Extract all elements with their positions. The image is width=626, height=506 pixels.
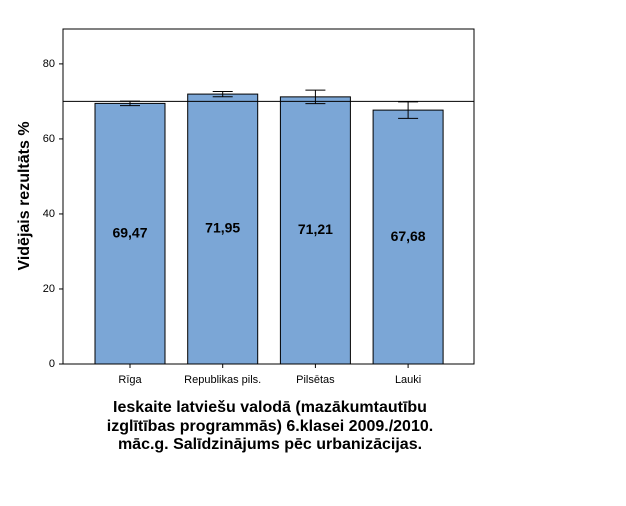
bar bbox=[372, 109, 444, 365]
y-tick-label: 60 bbox=[43, 133, 55, 145]
y-tick-label: 40 bbox=[43, 208, 55, 220]
value-label: 67,68 bbox=[391, 228, 426, 244]
plot-area bbox=[62, 28, 475, 365]
x-tick-label: Pilsētas bbox=[296, 374, 335, 386]
value-label: 71,21 bbox=[298, 221, 333, 237]
bar bbox=[187, 93, 259, 365]
value-label: 69,47 bbox=[112, 224, 147, 240]
x-tick-label: Lauki bbox=[395, 374, 421, 386]
chart-title: māc.g. Salīdzinājums pēc urbanizācijas. bbox=[118, 436, 422, 453]
bar bbox=[279, 96, 351, 365]
y-axis-label: Vidējais rezultāts % bbox=[16, 121, 33, 270]
x-tick-label: Republikas pils. bbox=[184, 374, 261, 386]
y-tick-label: 0 bbox=[49, 358, 55, 370]
chart-title: Ieskaite latviešu valodā (mazākumtautību bbox=[113, 399, 427, 416]
x-tick-label: Rīga bbox=[118, 374, 142, 386]
y-tick-label: 80 bbox=[43, 58, 55, 70]
bar bbox=[94, 102, 166, 365]
y-tick-label: 20 bbox=[43, 283, 55, 295]
value-label: 71,95 bbox=[205, 220, 240, 236]
chart-title: izglītības programmās) 6.klasei 2009./20… bbox=[107, 418, 433, 435]
